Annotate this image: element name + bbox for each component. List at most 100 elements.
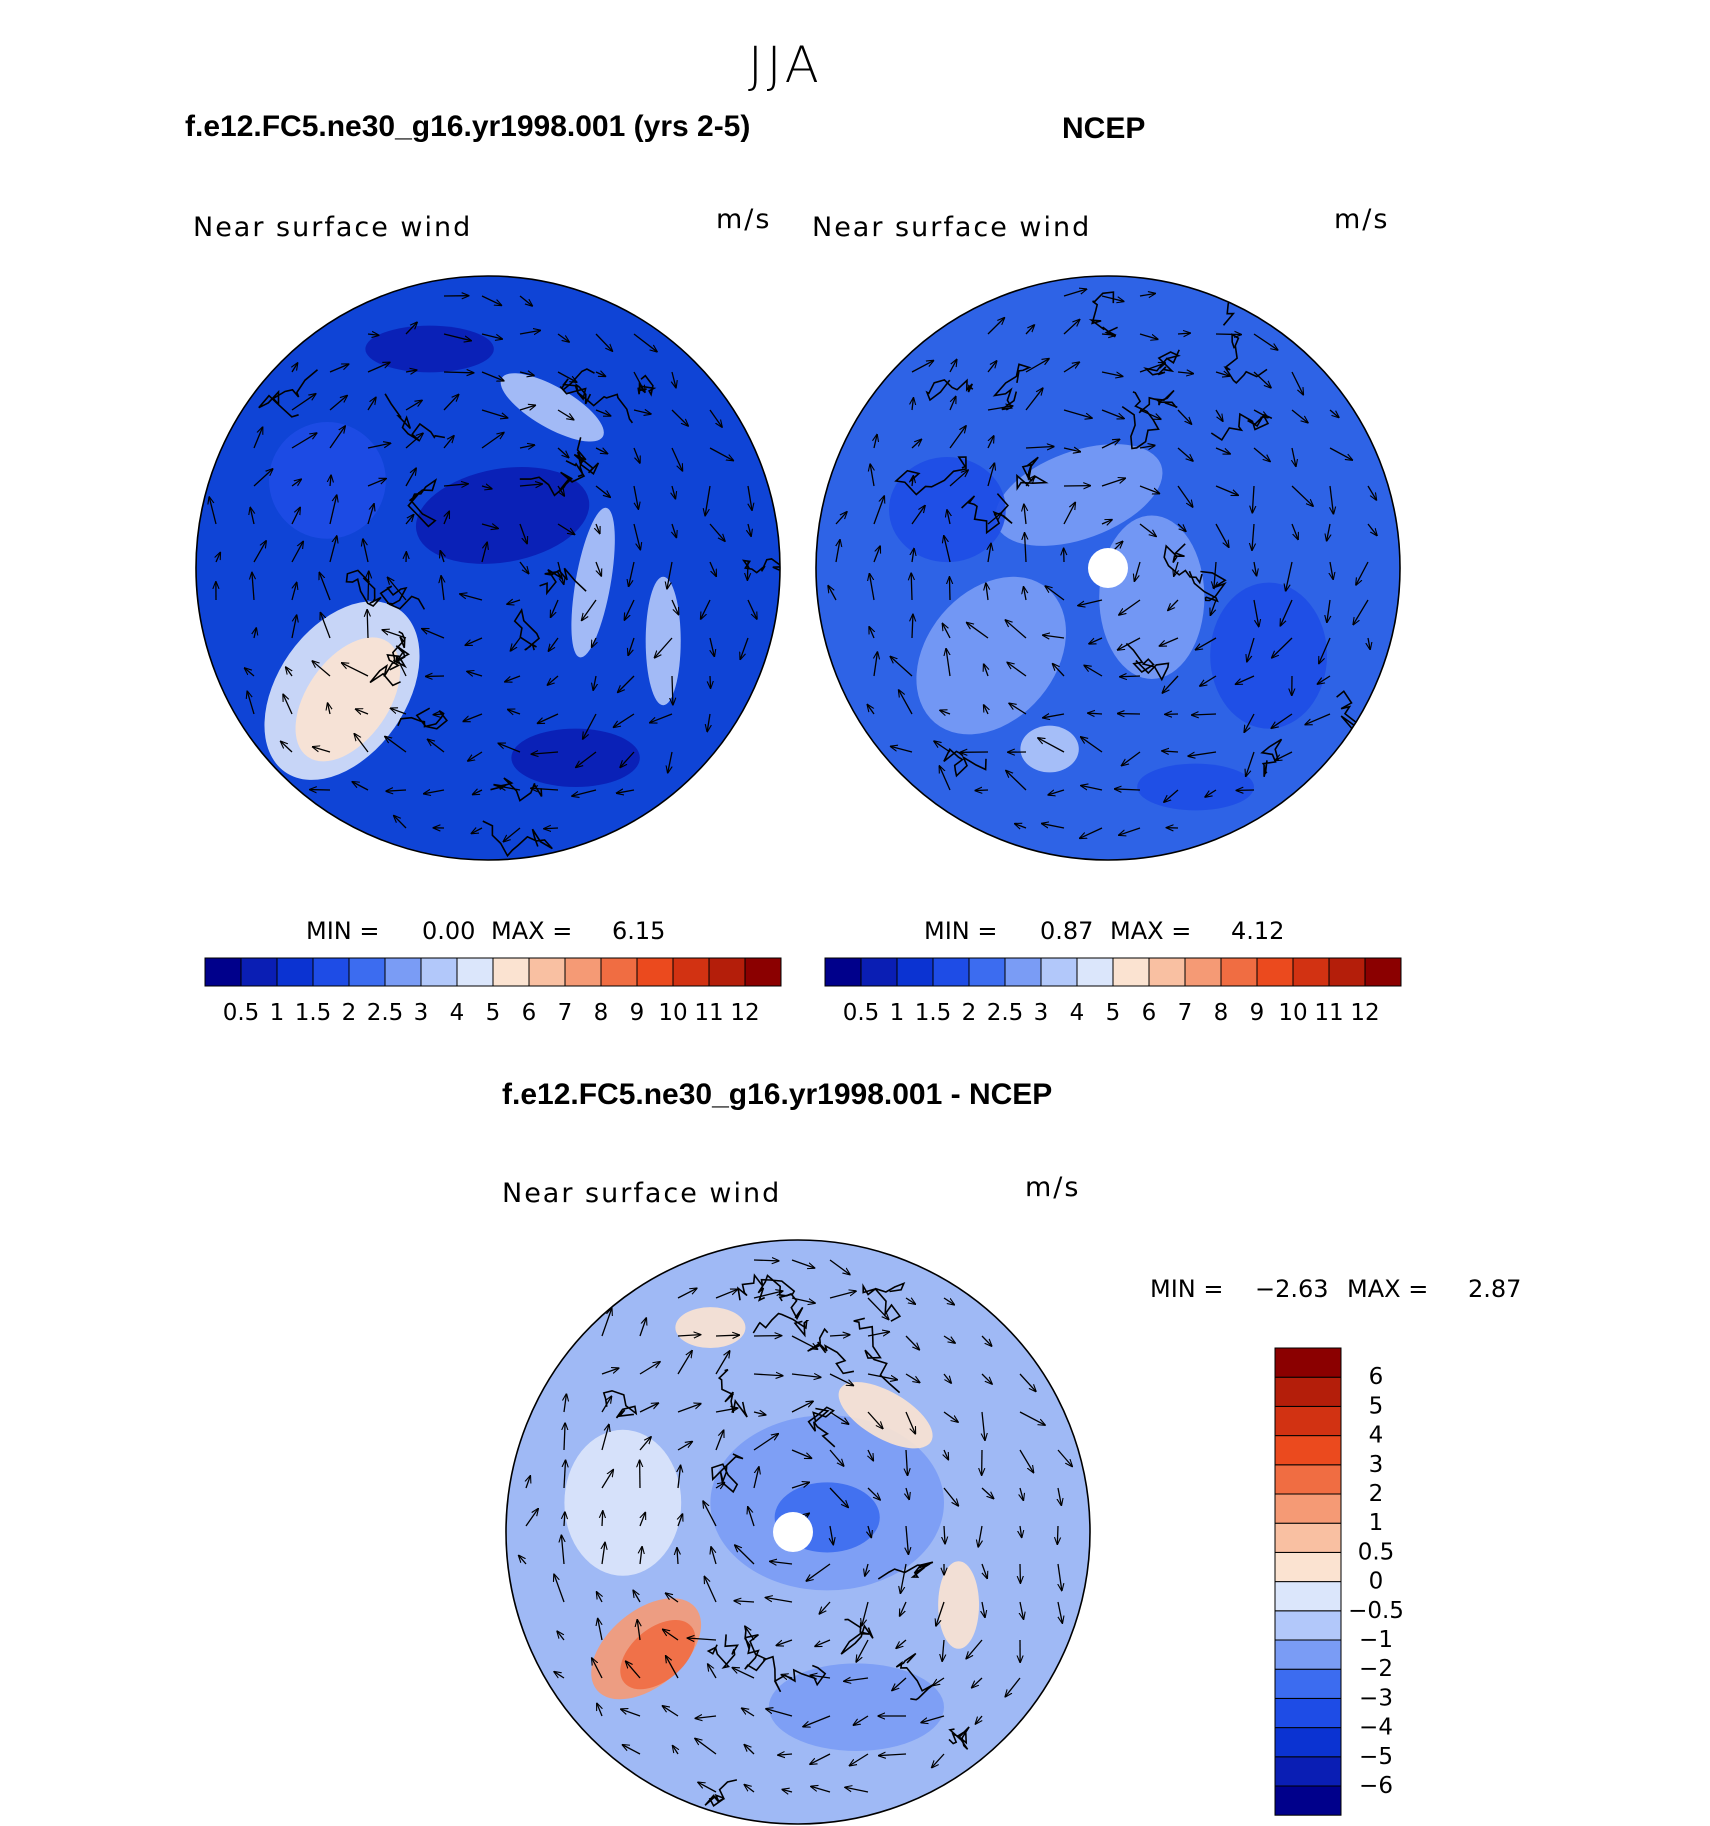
colorbar-diff-box — [1274, 1610, 1342, 1641]
max-label-diff: MAX = — [1347, 1275, 1429, 1303]
pole-mask-diff — [773, 1512, 813, 1552]
colorbar-ncep-box — [1220, 957, 1258, 987]
colorbar-model-box — [240, 957, 278, 987]
colorbar-diff-box — [1274, 1464, 1342, 1495]
colorbar-ncep-tick-label: 1.5 — [915, 1000, 952, 1026]
colorbar-diff-tick-label: −5 — [1359, 1744, 1393, 1770]
colorbar-diff-box — [1274, 1668, 1342, 1699]
colorbar-model-box — [636, 957, 674, 987]
colorbar-model-tick-label: 8 — [594, 1000, 609, 1026]
colorbar-diff-tick-label: −0.5 — [1348, 1598, 1404, 1624]
colorbar-model-box — [492, 957, 530, 987]
colorbar-ncep-box — [1076, 957, 1114, 987]
colorbar-ncep-tick-label: 3 — [1034, 1000, 1049, 1026]
variable-label-diff: Near surface wind — [502, 1178, 782, 1209]
colorbar-diff-box — [1274, 1405, 1342, 1437]
colorbar-ncep-box — [1184, 957, 1222, 987]
polar-map-model — [196, 276, 780, 860]
colorbar-ncep-box — [932, 957, 970, 987]
colorbar-model-box — [420, 957, 458, 987]
colorbar-model-tick-label: 2 — [342, 1000, 357, 1026]
colorbar-diff-box — [1274, 1639, 1342, 1670]
figure-title: JJA — [748, 36, 823, 94]
max-label-ncep: MAX = — [1110, 917, 1192, 945]
colorbar-ncep-tick-label: 10 — [1278, 1000, 1307, 1026]
colorbar-model-box — [600, 957, 638, 987]
colorbar-model-tick-label: 0.5 — [223, 1000, 260, 1026]
colorbar-model-box — [564, 957, 602, 987]
colorbar-model-tick-label: 9 — [630, 1000, 645, 1026]
panel-title-ncep: NCEP — [1062, 112, 1146, 145]
map-border-diff — [505, 1239, 1091, 1825]
max-label-model: MAX = — [491, 917, 573, 945]
colorbar-ncep-tick-label: 5 — [1106, 1000, 1121, 1026]
colorbar-ncep-box — [860, 957, 898, 987]
colorbar-model-tick-label: 11 — [694, 1000, 723, 1026]
units-label-ncep: m/s — [1334, 204, 1390, 235]
colorbar-diff-tick-label: −2 — [1359, 1656, 1393, 1682]
colorbar-ncep-box — [1292, 957, 1330, 987]
colorbar-diff-box — [1274, 1376, 1342, 1407]
colorbar-ncep-tick-label: 2 — [962, 1000, 977, 1026]
colorbar-ncep-box — [1112, 957, 1150, 987]
min-value-diff: −2.63 — [1255, 1275, 1329, 1303]
colorbar-model-box — [384, 957, 422, 987]
min-value-ncep: 0.87 — [1040, 917, 1094, 945]
colorbar-diff-box — [1274, 1727, 1342, 1758]
colorbar-model-tick-label: 10 — [658, 1000, 687, 1026]
colorbar-diff-tick-label: 0.5 — [1358, 1539, 1395, 1565]
colorbar-ncep-box — [824, 957, 862, 987]
colorbar-model-tick-label: 1.5 — [295, 1000, 332, 1026]
min-label-diff: MIN = — [1150, 1275, 1224, 1303]
min-label-ncep: MIN = — [924, 917, 998, 945]
colorbar-diff-tick-label: 1 — [1369, 1510, 1384, 1536]
colorbar-model-box — [456, 957, 494, 987]
colorbar-ncep-box — [896, 957, 934, 987]
panel-title-diff: f.e12.FC5.ne30_g16.yr1998.001 - NCEP — [502, 1078, 1053, 1111]
colorbar-model-box — [312, 957, 350, 987]
colorbar-ncep-box — [1364, 957, 1402, 987]
colorbar-ncep-box — [968, 957, 1006, 987]
colorbar-ncep-box — [1328, 957, 1366, 987]
colorbar-ncep-tick-label: 2.5 — [987, 1000, 1024, 1026]
colorbar-diff-box — [1274, 1493, 1342, 1524]
colorbar-ncep-tick-label: 9 — [1250, 1000, 1265, 1026]
colorbar-ncep-box — [1040, 957, 1078, 987]
colorbar-ncep-box — [1148, 957, 1186, 987]
max-value-model: 6.15 — [612, 917, 666, 945]
colorbar-model-tick-label: 7 — [558, 1000, 573, 1026]
colorbar-model-tick-label: 4 — [450, 1000, 465, 1026]
colorbar-diff-tick-label: 5 — [1369, 1393, 1384, 1419]
colorbar-model-box — [744, 957, 782, 987]
colorbar-diff-box — [1274, 1435, 1342, 1466]
units-label-diff: m/s — [1025, 1172, 1081, 1203]
colorbar-diff-tick-label: −4 — [1359, 1715, 1393, 1741]
colorbar-diff-tick-label: −3 — [1359, 1685, 1393, 1711]
colorbar-ncep-tick-label: 12 — [1350, 1000, 1379, 1026]
colorbar-model-box — [204, 957, 242, 987]
units-label-model: m/s — [716, 204, 772, 235]
colorbar-diff-tick-label: −6 — [1359, 1773, 1393, 1799]
min-value-model: 0.00 — [422, 917, 476, 945]
colorbar-ncep-tick-label: 1 — [890, 1000, 905, 1026]
colorbar-ncep-box — [1256, 957, 1294, 987]
polar-map-diff — [506, 1240, 1090, 1824]
colorbar-ncep-tick-label: 11 — [1314, 1000, 1343, 1026]
colorbar-ncep-tick-label: 7 — [1178, 1000, 1193, 1026]
colorbar-ncep-tick-label: 8 — [1214, 1000, 1229, 1026]
colorbar-diff-tick-label: 3 — [1369, 1452, 1384, 1478]
variable-label-model: Near surface wind — [193, 212, 473, 243]
colorbar-model-box — [348, 957, 386, 987]
colorbar-diff-tick-label: −1 — [1359, 1627, 1393, 1653]
colorbar-diff-box — [1274, 1785, 1342, 1816]
colorbar-diff-box — [1274, 1697, 1342, 1729]
colorbar-model-tick-label: 1 — [270, 1000, 285, 1026]
pole-mask-ncep — [1088, 548, 1128, 588]
colorbar-diff-box — [1274, 1756, 1342, 1787]
colorbar-diff-box — [1274, 1347, 1342, 1378]
colorbar-model-tick-label: 12 — [730, 1000, 759, 1026]
colorbar-diff-box — [1274, 1522, 1342, 1553]
map-border-model — [195, 275, 781, 861]
colorbar-ncep-tick-label: 4 — [1070, 1000, 1085, 1026]
